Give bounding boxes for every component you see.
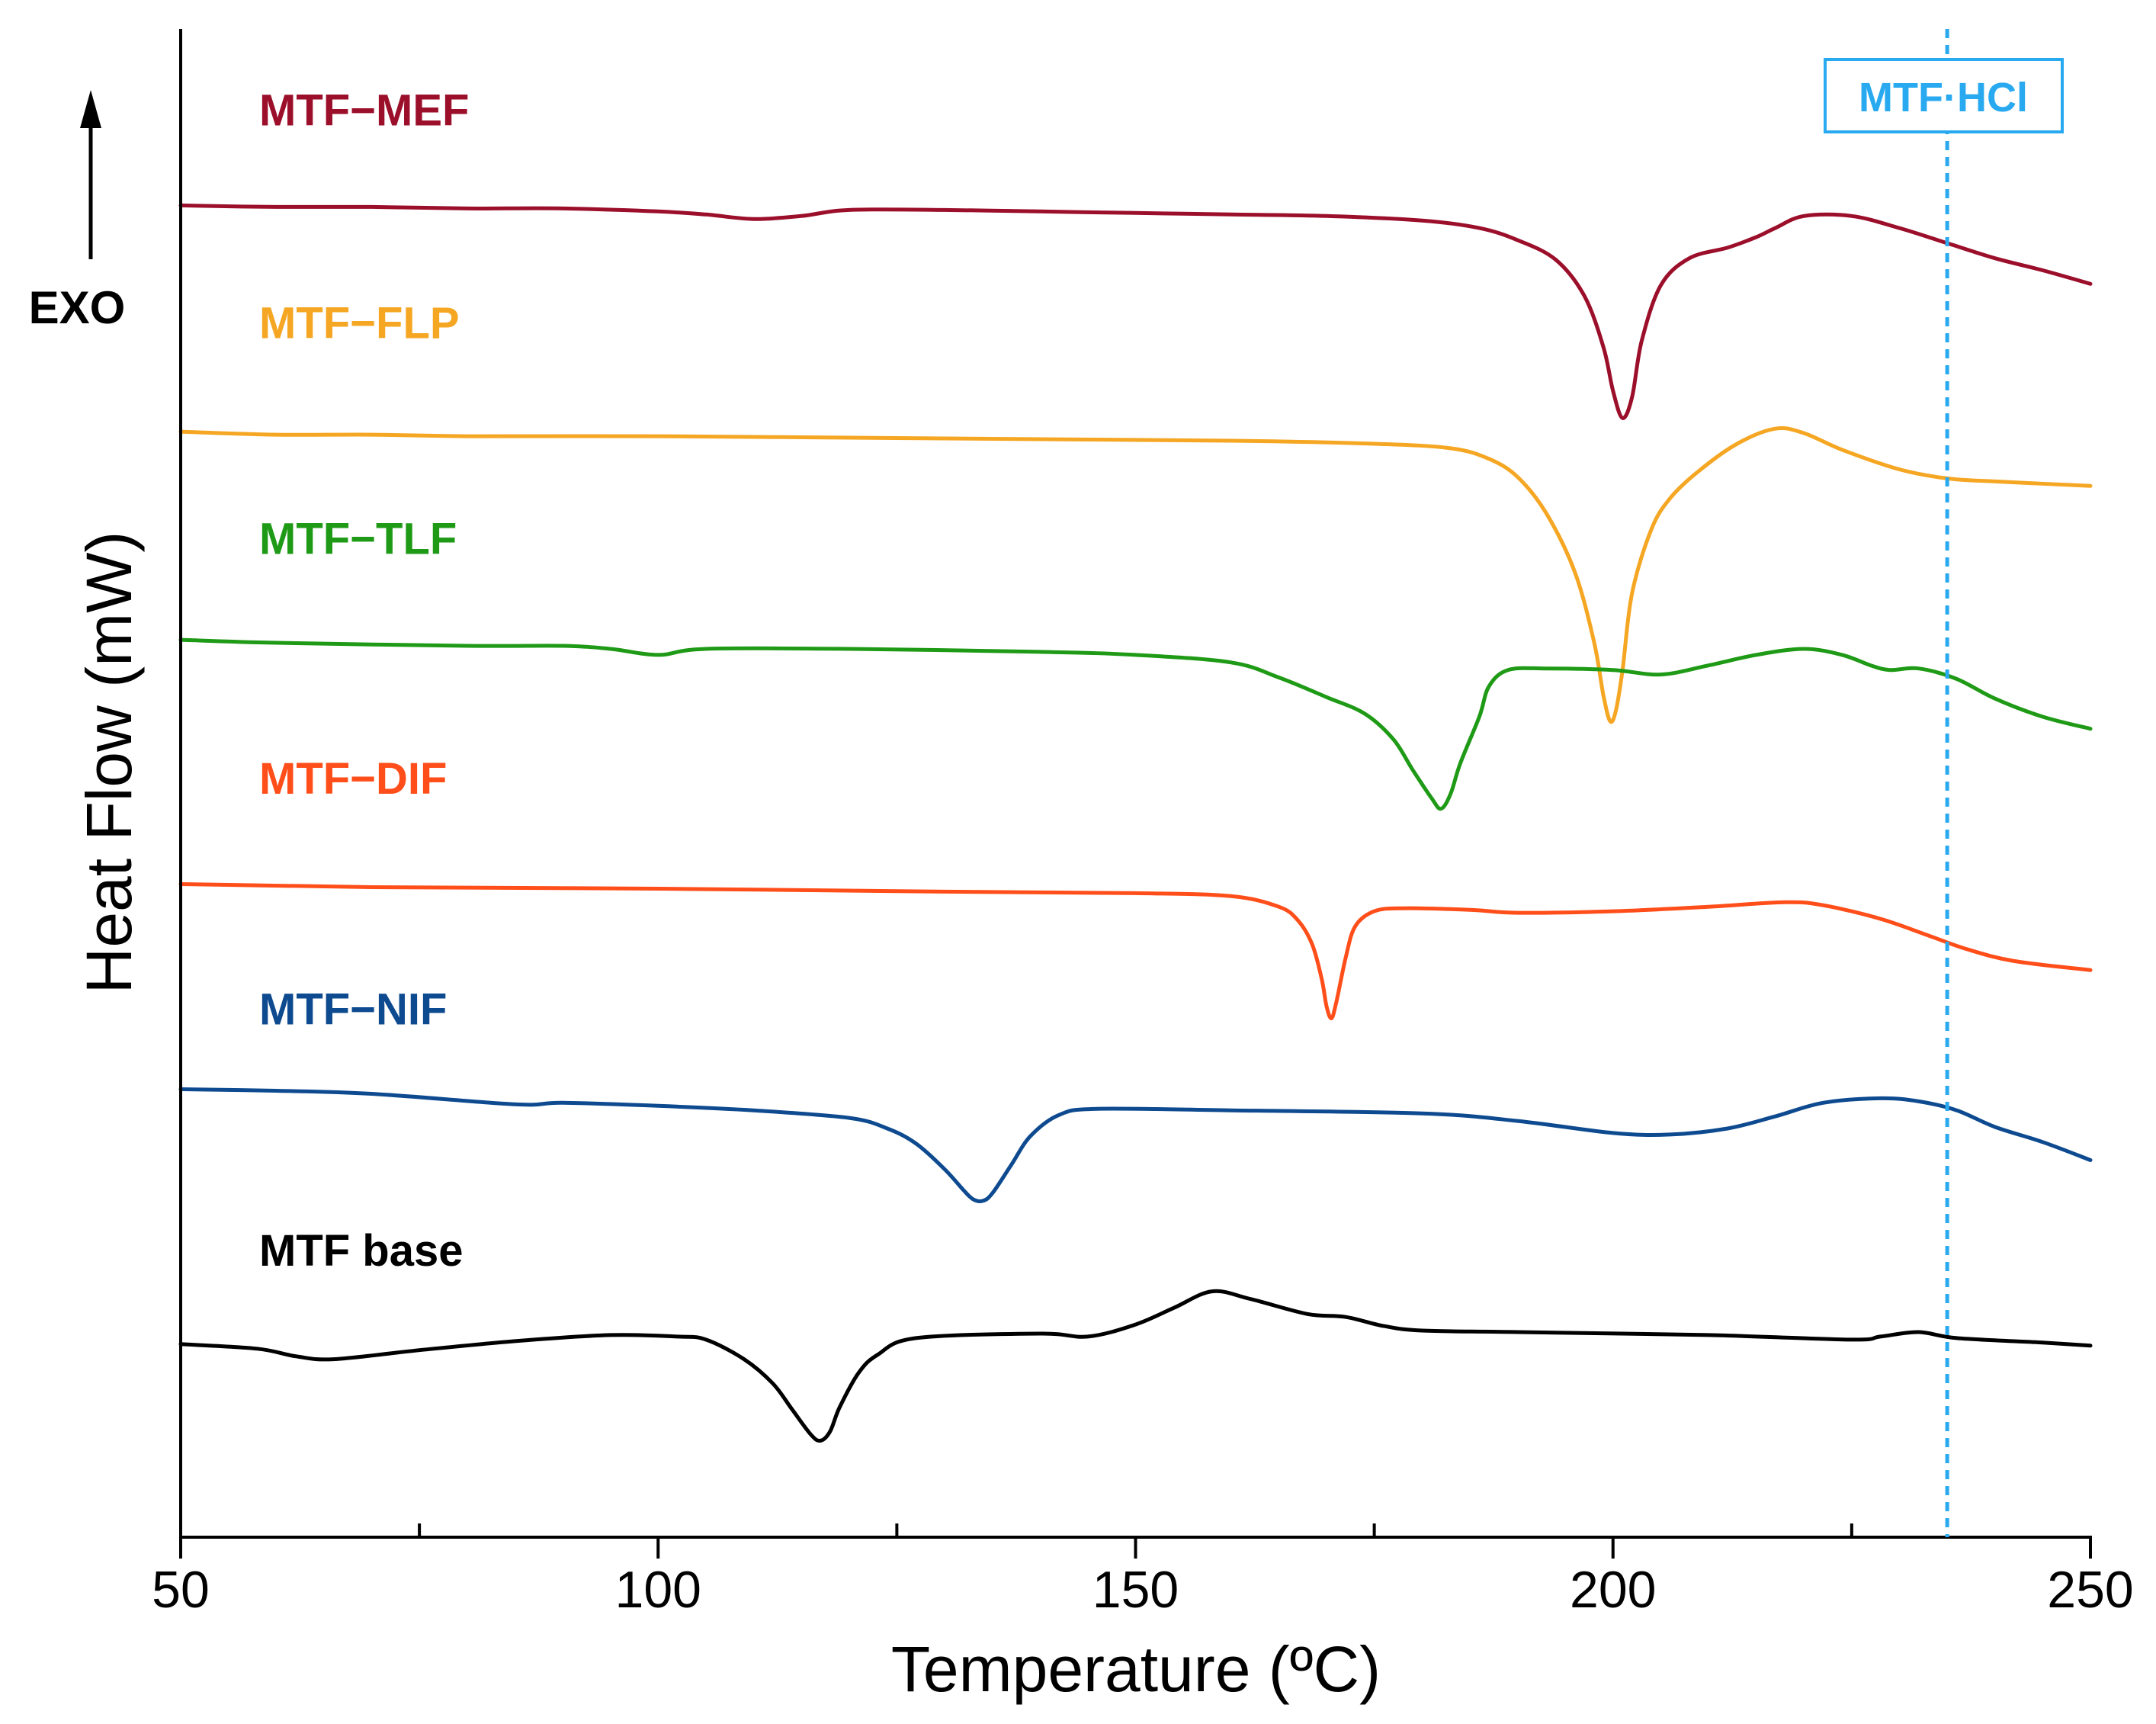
series-line-mtf-nif [178, 1087, 2093, 1203]
series-line-mtf-tlf [178, 637, 2093, 811]
series-label-mtf-base: MTF base [259, 1226, 464, 1276]
x-tick-label: 100 [615, 1561, 701, 1619]
exo-label: EXO [29, 282, 126, 333]
series-line-mtf-dif [178, 882, 2093, 1021]
up-arrow-icon [80, 90, 101, 128]
series-label-mtf-tlf: MTF−TLF [259, 514, 457, 563]
series-label-mtf-dif: MTF−DIF [259, 754, 447, 804]
plot-area [178, 203, 2093, 1443]
series-label-mtf-mef: MTF−MEF [259, 86, 469, 136]
series-label-mtf-nif: MTF−NIF [259, 984, 447, 1034]
y-axis-title: Heat Flow (mW) [73, 531, 145, 994]
x-axis-ticks [179, 1523, 2092, 1559]
x-tick-label: 50 [152, 1561, 210, 1619]
x-axis-title: Temperature (ºC) [891, 1633, 1381, 1705]
series-line-mtf-mef [178, 203, 2093, 420]
x-tick-label: 200 [1570, 1561, 1656, 1619]
series-label-mtf-flp: MTF−FLP [259, 298, 460, 348]
exo-indicator: EXO [29, 90, 126, 333]
reference-label-box [1824, 58, 2064, 133]
x-axis-tick-labels: 50 100 150 200 250 [152, 1561, 2134, 1619]
x-tick-label: 250 [2047, 1561, 2133, 1619]
x-tick-label: 150 [1092, 1561, 1179, 1619]
series-line-mtf-flp [178, 426, 2093, 724]
series-labels: MTF−MEF MTF−FLP MTF−TLF MTF−DIF MTF−NIF MTF b… [259, 86, 469, 1276]
series-line-mtf-base [178, 1289, 2093, 1443]
reference-label: MTF·HCl [1859, 75, 2028, 120]
